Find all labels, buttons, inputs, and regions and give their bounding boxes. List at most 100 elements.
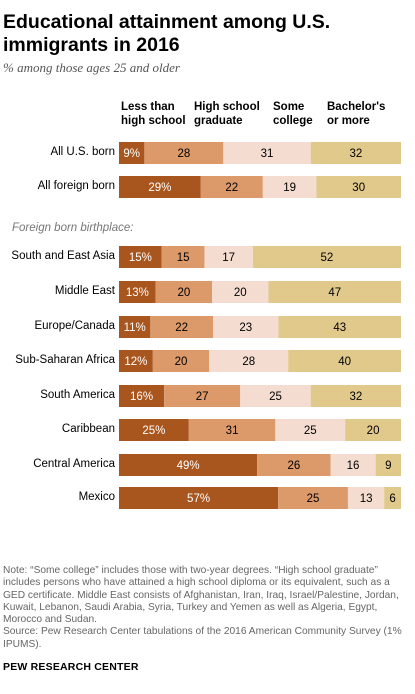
bar-segment-caribbean-1 xyxy=(188,419,276,441)
data-label-south-america-2: 25 xyxy=(269,391,282,403)
data-label-central-america-1: 26 xyxy=(287,460,300,472)
row-label-sub-saharan-africa: Sub-Saharan Africa xyxy=(15,354,115,366)
row-label-middle-east: Middle East xyxy=(54,285,115,297)
bar-segment-europe-canada-1 xyxy=(150,316,213,338)
bar-segment-middle-east-0 xyxy=(119,281,156,303)
chart-title: Educational attainment among U.S. immigr… xyxy=(3,11,331,56)
row-label-south-and-east-asia: South and East Asia xyxy=(11,250,115,262)
bar-segment-caribbean-0 xyxy=(119,419,189,441)
bar-segment-all-foreign-born-1 xyxy=(200,176,263,198)
data-label-europe-canada-0: 11% xyxy=(124,322,146,334)
bar-segment-south-and-east-asia-0 xyxy=(119,246,162,268)
bar-segment-central-america-1 xyxy=(257,454,331,476)
data-label-europe-canada-1: 22 xyxy=(175,322,188,334)
data-label-all-foreign-born-3: 30 xyxy=(352,182,365,194)
data-label-all-u-s-born-0: 9% xyxy=(123,148,140,160)
bar-segment-sub-saharan-africa-3 xyxy=(288,350,401,372)
bar-segment-caribbean-2 xyxy=(275,419,346,441)
bar-segment-all-u-s-born-2 xyxy=(223,142,311,164)
source-text: Source: Pew Research Center tabulations … xyxy=(3,626,402,650)
data-label-south-america-0: 16% xyxy=(130,391,153,403)
bar-segment-mexico-1 xyxy=(278,487,348,509)
data-label-mexico-1: 25 xyxy=(307,493,320,505)
data-label-south-and-east-asia-3: 52 xyxy=(321,252,334,264)
bar-segment-south-america-0 xyxy=(119,385,165,407)
legend-some-college: Some college xyxy=(273,101,313,127)
bar-segment-south-and-east-asia-2 xyxy=(204,246,253,268)
data-label-all-u-s-born-3: 32 xyxy=(349,148,362,160)
data-label-caribbean-0: 25% xyxy=(142,425,165,437)
data-label-caribbean-1: 31 xyxy=(226,425,239,437)
bar-segment-all-foreign-born-2 xyxy=(262,176,317,198)
bar-segment-europe-canada-3 xyxy=(278,316,401,338)
bar-segment-europe-canada-0 xyxy=(119,316,151,338)
chart-notes: Note: “Some college” includes those with… xyxy=(3,565,408,651)
data-label-all-u-s-born-1: 28 xyxy=(177,148,190,160)
row-label-europe-canada: Europe/Canada xyxy=(34,320,115,332)
bar-segment-central-america-0 xyxy=(119,454,258,476)
legend-high-school-graduate: High school graduate xyxy=(194,101,260,127)
data-label-mexico-3: 6 xyxy=(389,493,395,505)
bar-segment-mexico-2 xyxy=(347,487,385,509)
data-label-all-foreign-born-1: 22 xyxy=(225,182,238,194)
data-label-mexico-2: 13 xyxy=(360,493,373,505)
data-label-central-america-2: 16 xyxy=(347,460,360,472)
data-label-central-america-0: 49% xyxy=(177,460,200,472)
bar-segment-sub-saharan-africa-1 xyxy=(152,350,210,372)
bar-segment-middle-east-2 xyxy=(212,281,269,303)
bar-segment-sub-saharan-africa-0 xyxy=(119,350,153,372)
row-label-all-foreign-born: All foreign born xyxy=(37,180,115,192)
data-label-sub-saharan-africa-0: 12% xyxy=(124,356,147,368)
bar-segment-all-foreign-born-3 xyxy=(316,176,401,198)
bar-segment-all-foreign-born-0 xyxy=(119,176,201,198)
bar-segment-central-america-3 xyxy=(375,454,401,476)
note-text: Note: “Some college” includes those with… xyxy=(3,565,399,626)
data-label-central-america-3: 9 xyxy=(385,460,391,472)
data-label-europe-canada-2: 23 xyxy=(239,322,252,334)
bar-segment-mexico-3 xyxy=(384,487,401,509)
data-label-sub-saharan-africa-3: 40 xyxy=(338,356,351,368)
bar-segment-south-and-east-asia-1 xyxy=(161,246,205,268)
data-label-all-foreign-born-2: 19 xyxy=(283,182,296,194)
section-label-foreign-born-birthplace: Foreign born birthplace: xyxy=(12,222,134,234)
bar-segment-caribbean-3 xyxy=(345,419,401,441)
row-label-all-u-s-born: All U.S. born xyxy=(50,146,115,158)
bar-segment-mexico-0 xyxy=(119,487,279,509)
bar-segment-middle-east-1 xyxy=(155,281,213,303)
legend-less-than-high-school: Less than high school xyxy=(121,101,186,127)
row-label-mexico: Mexico xyxy=(78,491,115,503)
data-label-europe-canada-3: 43 xyxy=(333,322,346,334)
bar-segment-middle-east-3 xyxy=(268,281,401,303)
data-label-south-and-east-asia-2: 17 xyxy=(222,252,235,264)
data-label-sub-saharan-africa-2: 28 xyxy=(242,356,255,368)
data-label-all-u-s-born-2: 31 xyxy=(261,148,274,160)
data-label-sub-saharan-africa-1: 20 xyxy=(175,356,188,368)
bar-segment-south-america-3 xyxy=(310,385,401,407)
bar-segment-all-u-s-born-0 xyxy=(119,142,145,164)
data-label-caribbean-2: 25 xyxy=(304,425,317,437)
data-label-caribbean-3: 20 xyxy=(367,425,380,437)
data-label-middle-east-1: 20 xyxy=(177,287,190,299)
bar-segment-all-u-s-born-1 xyxy=(144,142,224,164)
bar-segment-central-america-2 xyxy=(330,454,376,476)
data-label-mexico-0: 57% xyxy=(187,493,210,505)
data-label-middle-east-2: 20 xyxy=(234,287,247,299)
data-label-south-america-1: 27 xyxy=(196,391,209,403)
brand-logo-text: PEW RESEARCH CENTER xyxy=(3,661,139,673)
row-label-central-america: Central America xyxy=(33,458,115,470)
data-label-south-and-east-asia-1: 15 xyxy=(177,252,190,264)
bar-segment-south-america-1 xyxy=(164,385,241,407)
chart-subtitle: % among those ages 25 and older xyxy=(3,60,180,75)
data-label-middle-east-0: 13% xyxy=(126,287,149,299)
bar-segment-south-and-east-asia-3 xyxy=(252,246,401,268)
data-label-all-foreign-born-0: 29% xyxy=(148,182,171,194)
bar-segment-sub-saharan-africa-2 xyxy=(209,350,289,372)
row-label-south-america: South America xyxy=(40,389,115,401)
data-label-south-and-east-asia-0: 15% xyxy=(129,252,152,264)
legend-bachelors-or-more: Bachelor's or more xyxy=(327,101,386,127)
bar-segment-europe-canada-2 xyxy=(213,316,279,338)
data-label-middle-east-3: 47 xyxy=(328,287,341,299)
bar-segment-all-u-s-born-3 xyxy=(310,142,401,164)
